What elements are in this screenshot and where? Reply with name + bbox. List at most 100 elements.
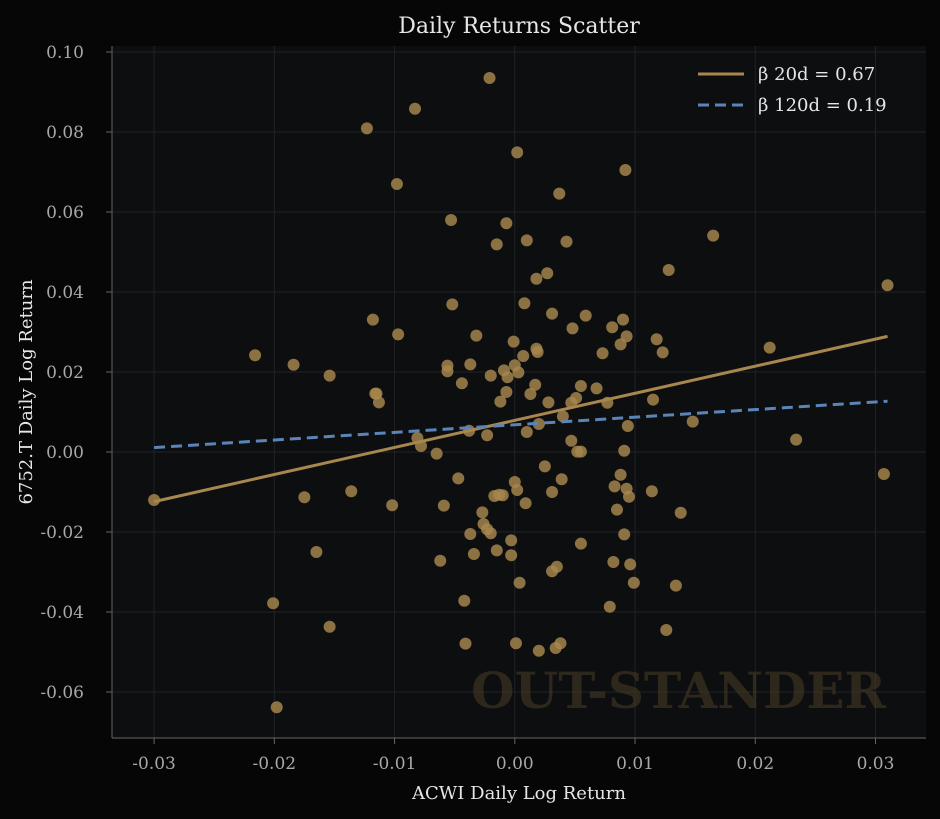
scatter-point <box>554 637 567 650</box>
scatter-point <box>621 420 634 432</box>
scatter-point <box>517 350 530 362</box>
y-axis-ticks: -0.06 -0.04 -0.02 0.00 0.02 0.04 0.06 0.08 0.10 <box>40 43 112 703</box>
scatter-point <box>458 594 471 607</box>
scatter-point <box>511 484 524 496</box>
scatter-point <box>513 576 526 589</box>
plot-area <box>112 46 926 738</box>
scatter-point <box>298 491 311 504</box>
scatter-point <box>323 620 336 633</box>
scatter-point <box>494 395 507 408</box>
scatter-point <box>538 460 551 473</box>
scatter-point <box>530 272 543 285</box>
scatter-point <box>627 576 640 589</box>
scatter-point <box>624 558 637 571</box>
scatter-point <box>565 434 578 447</box>
y-tick-label: 0.10 <box>46 43 84 63</box>
x-tick-label: -0.01 <box>373 754 417 774</box>
scatter-point <box>249 349 262 362</box>
scatter-point <box>467 548 480 560</box>
scatter-point <box>674 506 687 519</box>
scatter-point <box>529 378 542 391</box>
x-tick-label: 0.00 <box>496 754 534 774</box>
scatter-point <box>647 393 660 406</box>
scatter-point <box>570 392 583 404</box>
scatter-point <box>606 321 619 334</box>
scatter-point <box>366 313 379 326</box>
scatter-point <box>490 238 503 251</box>
legend-label: β 120d = 0.19 <box>758 95 887 116</box>
scatter-point <box>470 329 483 342</box>
scatter-point <box>574 380 587 392</box>
scatter-point <box>603 600 616 613</box>
x-tick-label: 0.01 <box>616 754 654 774</box>
scatter-point <box>707 229 720 242</box>
scatter-point <box>614 468 627 481</box>
scatter-point <box>518 297 531 310</box>
scatter-point <box>531 346 544 358</box>
x-axis-label: ACWI Daily Log Return <box>411 783 626 804</box>
scatter-point <box>464 358 477 371</box>
x-tick-label: -0.03 <box>132 754 176 774</box>
scatter-point <box>623 490 636 503</box>
scatter-point <box>476 506 489 519</box>
scatter-point <box>620 330 633 343</box>
scatter-point <box>881 279 894 292</box>
scatter-point <box>656 346 669 359</box>
scatter-point <box>662 264 675 276</box>
scatter-point <box>390 178 403 190</box>
y-tick-label: 0.00 <box>46 443 84 463</box>
scatter-point <box>560 235 573 248</box>
scatter-point <box>392 328 405 341</box>
scatter-point <box>877 468 890 480</box>
scatter-point <box>524 388 537 400</box>
scatter-point <box>430 447 443 460</box>
scatter-point <box>574 537 587 550</box>
x-tick-label: 0.03 <box>857 754 895 774</box>
beta-120d-line <box>153 399 888 450</box>
scatter-point <box>532 644 545 657</box>
scatter-point <box>608 480 621 493</box>
y-tick-label: 0.08 <box>46 123 84 143</box>
scatter-point <box>484 527 497 540</box>
scatter-point <box>763 341 776 354</box>
scatter-point <box>660 624 673 636</box>
y-tick-label: -0.04 <box>40 603 84 623</box>
scatter-point <box>509 637 522 650</box>
scatter-point <box>607 556 620 568</box>
scatter-point <box>437 499 450 512</box>
x-axis-ticks: -0.03 -0.02 -0.01 0.00 0.01 0.02 0.03 <box>132 738 894 774</box>
scatter-point <box>550 560 563 573</box>
scatter-point <box>532 418 545 430</box>
scatter-point <box>500 217 513 230</box>
scatter-point <box>579 309 592 322</box>
y-axis-label: 6752.T Daily Log Return <box>16 279 37 504</box>
scatter-point <box>566 322 579 335</box>
scatter-point <box>148 494 161 506</box>
scatter-point <box>645 485 658 498</box>
scatter-point <box>650 333 663 346</box>
scatter-point <box>541 267 554 280</box>
y-tick-label: 0.06 <box>46 203 84 223</box>
scatter-point <box>481 429 494 442</box>
scatter-point <box>310 546 323 558</box>
scatter-point <box>556 410 569 423</box>
legend: β 20d = 0.67 β 120d = 0.19 <box>698 64 887 116</box>
chart-title: Daily Returns Scatter <box>398 14 640 39</box>
scatter-point <box>542 396 555 409</box>
legend-label: β 20d = 0.67 <box>758 64 875 85</box>
scatter-point <box>512 366 525 379</box>
scatter-point <box>386 499 399 512</box>
scatter-point <box>270 701 283 714</box>
scatter-point <box>455 377 468 390</box>
x-tick-label: 0.02 <box>736 754 774 774</box>
scatter-point <box>618 528 631 541</box>
scatter-point <box>511 146 524 159</box>
scatter-point <box>790 433 803 446</box>
scatter-point <box>445 214 458 226</box>
scatter-point <box>686 415 699 428</box>
scatter-point <box>553 187 566 200</box>
y-tick-label: -0.06 <box>40 683 84 703</box>
scatter-point <box>483 72 496 84</box>
scatter-point <box>520 234 533 247</box>
